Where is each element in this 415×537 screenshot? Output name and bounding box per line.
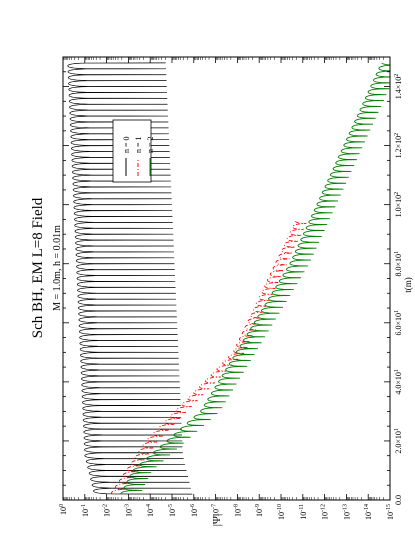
y-tick-label: 10-11 xyxy=(299,504,308,520)
y-tick-label: 10-6 xyxy=(190,504,199,517)
y-tick-label: 10-10 xyxy=(277,504,286,520)
y-tick-label: 10-8 xyxy=(233,504,242,517)
y-tick-label: 10-4 xyxy=(146,504,155,517)
y-tick-label: 10-9 xyxy=(255,504,264,517)
x-tick-label: 1.4×102 xyxy=(394,74,403,100)
legend-label: n = 1 xyxy=(134,136,143,153)
y-tick-label: 100 xyxy=(59,504,68,515)
legend-label: n = 0 xyxy=(122,136,131,153)
y-tick-label: 10-14 xyxy=(364,504,373,520)
y-tick-label: 10-2 xyxy=(103,504,112,517)
chart-subtitle: M = 1.0m, h = 0.01m xyxy=(52,225,63,311)
x-tick-label: 1.0×102 xyxy=(394,192,403,218)
x-axis-label: t(m) xyxy=(403,277,413,293)
y-tick-label: 10-5 xyxy=(168,504,177,517)
x-tick-label: 2.0×101 xyxy=(394,428,403,454)
y-tick-label: 10-12 xyxy=(321,504,330,520)
legend-box xyxy=(112,119,152,183)
y-tick-label: 10-3 xyxy=(124,504,133,517)
y-tick-label: 10-13 xyxy=(342,504,351,520)
x-tick-label: 8.0×101 xyxy=(394,251,403,277)
y-axis-label: |Ψ| xyxy=(211,514,223,527)
x-tick-label: 0.0 xyxy=(394,495,403,505)
legend-label: n = 2 xyxy=(146,136,155,153)
x-tick-label: 1.2×102 xyxy=(394,133,403,159)
x-tick-label: 4.0×101 xyxy=(394,369,403,395)
series-line-n-2 xyxy=(120,62,390,495)
y-tick-label: 10-1 xyxy=(81,504,90,517)
series-line-n-0 xyxy=(67,62,193,495)
series-line-n-1 xyxy=(111,219,307,495)
y-tick-label: 10-15 xyxy=(386,504,395,520)
y-tick-label: 10-7 xyxy=(212,504,221,517)
chart-title: Sch BH, EM L=8 Field xyxy=(30,197,46,338)
x-tick-label: 6.0×101 xyxy=(394,310,403,336)
